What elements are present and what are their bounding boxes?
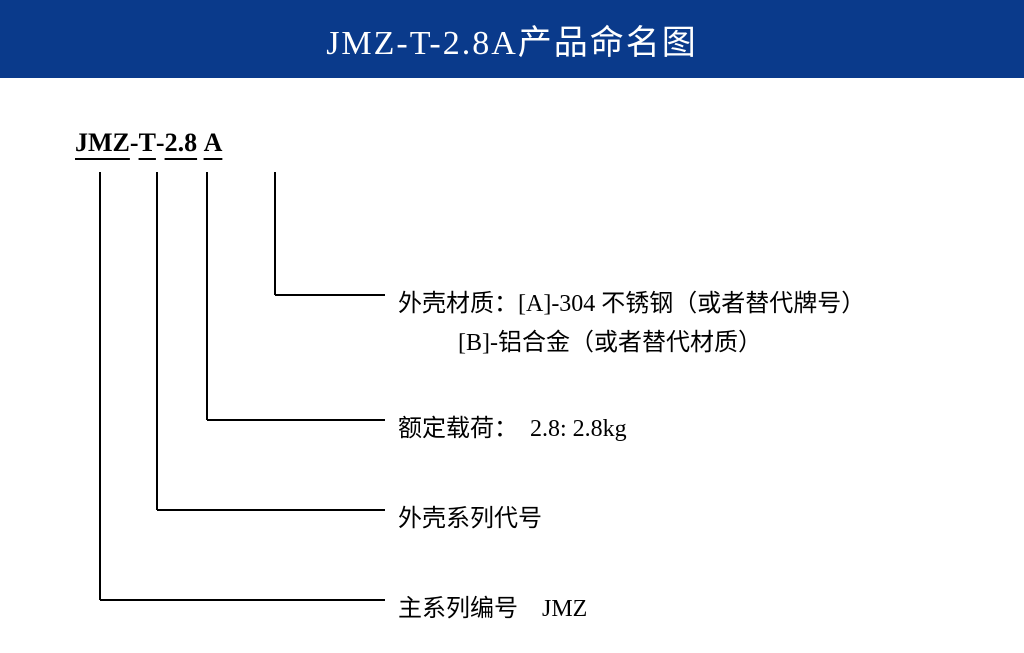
diagram-stage: JMZ-T-2.8A产品命名图 JMZ-T-2.8 A 外壳材质：[A]-304… — [0, 0, 1024, 653]
code-segment-0: JMZ — [75, 128, 130, 158]
header-title: JMZ-T-2.8A产品命名图 — [326, 15, 698, 64]
product-code: JMZ-T-2.8 A — [75, 128, 222, 158]
description-line-2: 额定载荷： 2.8: 2.8kg — [398, 408, 627, 443]
code-segment-3: A — [204, 128, 223, 158]
description-line-3: 外壳系列代号 — [398, 498, 542, 533]
description-line-0: 外壳材质：[A]-304 不锈钢（或者替代牌号） — [398, 283, 865, 318]
description-line-1: [B]-铝合金（或者替代材质） — [398, 322, 762, 357]
description-line-4: 主系列编号 JMZ — [398, 588, 587, 623]
code-segment-1: T — [139, 128, 156, 158]
code-separator: - — [156, 128, 165, 158]
code-separator: - — [130, 128, 139, 158]
code-segment-2: 2.8 — [165, 128, 198, 158]
header-bar: JMZ-T-2.8A产品命名图 — [0, 0, 1024, 78]
